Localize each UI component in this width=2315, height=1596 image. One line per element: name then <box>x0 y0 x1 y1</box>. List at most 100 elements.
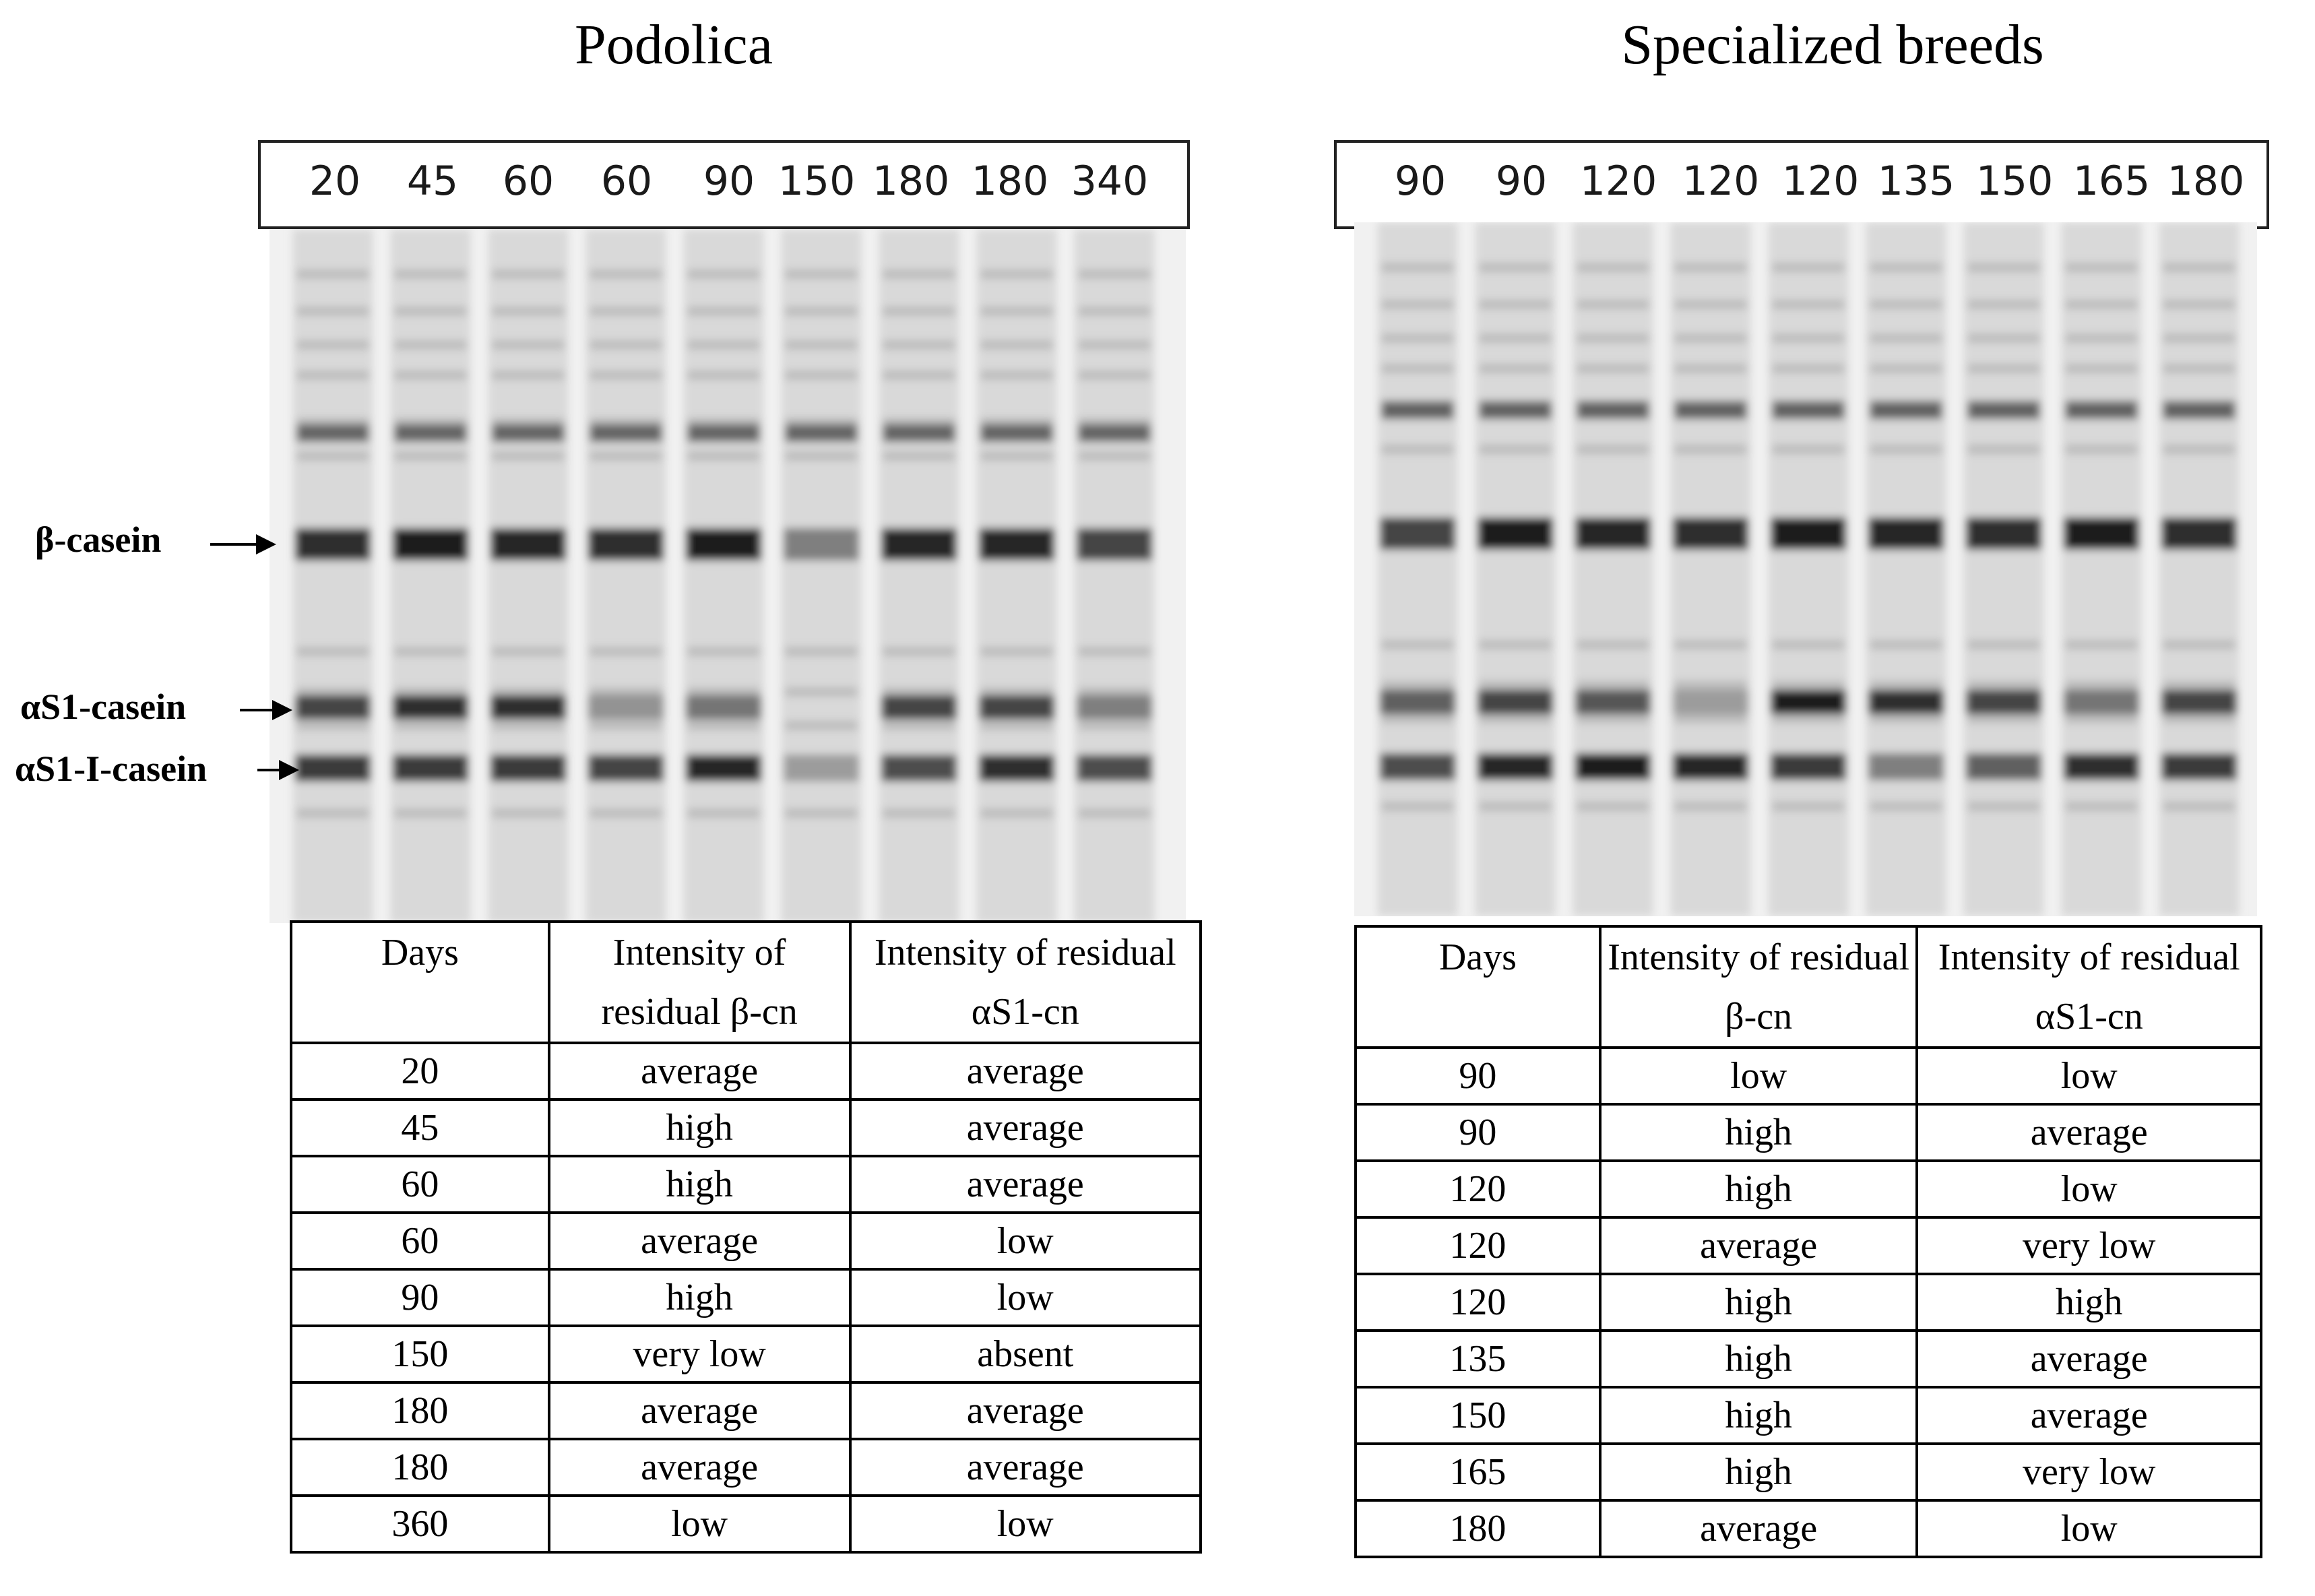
cell-beta-intensity: high <box>1598 1273 1919 1332</box>
specialized-intensity-table: Days Intensity of residual β-cn Intensit… <box>1354 925 2262 1558</box>
gel-minor-band <box>492 647 565 656</box>
cell-as1-intensity: high <box>1915 1273 2262 1332</box>
cell-as1-intensity: average <box>1915 1386 2262 1445</box>
cell-days: 180 <box>290 1381 550 1440</box>
gel-minor-band <box>687 269 760 279</box>
gel-minor-band <box>980 451 1053 461</box>
gel-minor-band <box>1078 808 1151 818</box>
gel-minor-band <box>1479 640 1552 649</box>
gel-minor-band <box>883 451 955 461</box>
gel-minor-band <box>1967 333 2040 343</box>
gel-minor-band <box>883 307 955 316</box>
gel-band-beta <box>1478 517 1553 550</box>
gel-band-as1 <box>2161 690 2237 714</box>
gel-minor-band <box>1381 445 1454 454</box>
gel-minor-band <box>2065 333 2138 343</box>
table-header-row: Days Intensity of residual β-cn Intensit… <box>1354 925 2262 1049</box>
gel-minor-band <box>785 451 858 461</box>
gel-minor-band <box>1479 364 1552 373</box>
gel-band-as1i <box>1077 755 1152 781</box>
cell-as1-intensity: very low <box>1915 1216 2262 1275</box>
gel-minor-band <box>980 424 1053 442</box>
table-row: 90 high average <box>1354 1103 2262 1162</box>
table-row: 20 average average <box>290 1042 1203 1101</box>
gel-band-as1i <box>2161 753 2237 780</box>
gel-band-as1i <box>979 755 1054 781</box>
cell-as1-intensity: low <box>1915 1159 2262 1219</box>
gel-minor-band <box>394 687 467 697</box>
header-as1-cn: Intensity of residual αS1-cn <box>848 920 1203 1044</box>
table-row: 90 low low <box>1354 1046 2262 1106</box>
gel-minor-band <box>687 721 760 730</box>
lane-label: 150 <box>1975 158 2054 205</box>
gel-lane <box>1475 222 1556 916</box>
cell-days: 150 <box>290 1324 550 1384</box>
as1-i-casein-label: αS1-I-casein <box>15 748 208 789</box>
lane-label: 90 <box>703 158 755 205</box>
cell-as1-intensity: average <box>848 1042 1203 1101</box>
gel-band-as1 <box>1575 690 1651 714</box>
gel-lane <box>781 229 862 923</box>
gel-minor-band <box>883 340 955 350</box>
gel-minor-band <box>785 307 858 316</box>
gel-minor-band <box>590 808 662 818</box>
cell-beta-intensity: average <box>547 1211 852 1271</box>
gel-minor-band <box>492 808 565 818</box>
gel-minor-band <box>1577 802 1649 811</box>
table-row: 150 high average <box>1354 1386 2262 1445</box>
gel-minor-band <box>2163 364 2235 373</box>
gel-minor-band <box>296 647 369 656</box>
lane-label: 180 <box>971 158 1049 205</box>
gel-minor-band <box>590 424 662 442</box>
gel-minor-band <box>1967 802 2040 811</box>
gel-band-beta <box>1966 517 2041 550</box>
gel-band-as1i <box>1575 753 1651 780</box>
gel-minor-band <box>394 808 467 818</box>
gel-minor-band <box>1674 300 1747 309</box>
gel-minor-band <box>785 721 858 730</box>
gel-minor-band <box>1772 680 1845 690</box>
gel-minor-band <box>492 687 565 697</box>
podolica-title: Podolica <box>575 13 773 76</box>
gel-lane <box>292 229 373 923</box>
lane-label: 180 <box>872 158 950 205</box>
gel-minor-band <box>785 371 858 380</box>
gel-minor-band <box>394 451 467 461</box>
gel-lane <box>1963 222 2044 916</box>
as1-casein-label: αS1-casein <box>20 687 187 727</box>
cell-beta-intensity: average <box>547 1042 852 1101</box>
gel-band-beta <box>1077 528 1152 561</box>
table-row: 45 high average <box>290 1098 1203 1157</box>
gel-minor-band <box>1577 364 1649 373</box>
cell-as1-intensity: average <box>848 1438 1203 1497</box>
gel-minor-band <box>1967 640 2040 649</box>
gel-minor-band <box>1479 445 1552 454</box>
gel-minor-band <box>394 424 467 442</box>
gel-lane <box>976 229 1057 923</box>
gel-minor-band <box>785 687 858 697</box>
lane-label: 120 <box>1579 158 1657 205</box>
gel-minor-band <box>980 647 1053 656</box>
gel-minor-band <box>1479 300 1552 309</box>
header-beta-cn: Intensity of residual β-cn <box>547 920 852 1044</box>
header-as1-cn: Intensity of residual αS1-cn <box>1915 925 2262 1049</box>
gel-minor-band <box>1674 401 1747 418</box>
gel-minor-band <box>687 424 760 442</box>
lane-label: 20 <box>309 158 361 205</box>
gel-band-beta <box>881 528 957 561</box>
cell-beta-intensity: high <box>1598 1442 1919 1502</box>
table-row: 165 high very low <box>1354 1442 2262 1502</box>
gel-minor-band <box>2065 640 2138 649</box>
header-days: Days <box>1354 925 1602 1049</box>
gel-minor-band <box>296 687 369 697</box>
gel-minor-band <box>687 340 760 350</box>
gel-band-as1 <box>881 695 957 720</box>
gel-minor-band <box>1870 364 1942 373</box>
gel-lane <box>1670 222 1751 916</box>
cell-days: 150 <box>1354 1386 1602 1445</box>
lane-label: 90 <box>1495 158 1548 205</box>
gel-minor-band <box>394 340 467 350</box>
gel-minor-band <box>1381 802 1454 811</box>
gel-minor-band <box>980 340 1053 350</box>
gel-band-as1i <box>1478 753 1553 780</box>
